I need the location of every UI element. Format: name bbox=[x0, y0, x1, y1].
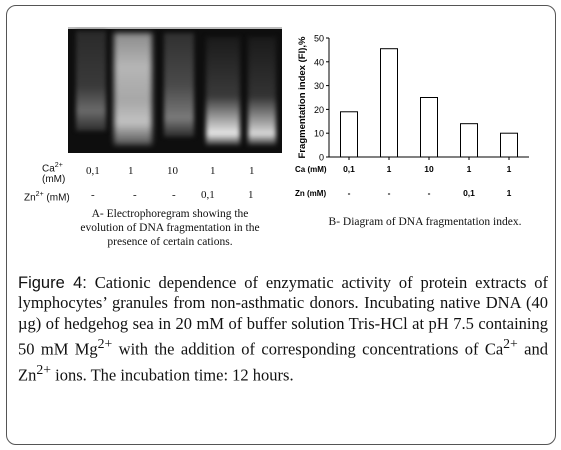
bar-2 bbox=[380, 48, 398, 158]
zn-value-2: - bbox=[133, 189, 137, 201]
ca-value-4: 1 bbox=[210, 165, 216, 177]
ca-superscript: 2+ bbox=[503, 336, 518, 352]
fragmentation-bar-chart: 0 10 20 30 40 50 Fragmentation index (FI),% Ca … bbox=[293, 24, 543, 209]
chart-ca-value-4: 1 bbox=[467, 164, 472, 174]
gel-lane-5 bbox=[248, 37, 276, 145]
zn-value-5: 1 bbox=[248, 189, 254, 201]
chart-zn-value-5: 1 bbox=[507, 188, 512, 198]
gel-lane-3 bbox=[164, 33, 194, 137]
panel-a-caption-line-3: presence of certain cations. bbox=[107, 236, 233, 248]
chart-ca-row-label: Ca (mM) bbox=[295, 165, 327, 174]
chart-zn-value-3: - bbox=[428, 188, 431, 198]
bar-5 bbox=[500, 132, 518, 158]
chart-svg: 0 10 20 30 40 50 Fragmentation index (FI),% Ca … bbox=[295, 34, 529, 198]
y-tick-label-30: 30 bbox=[314, 81, 324, 91]
zn-value-3: - bbox=[172, 189, 176, 201]
bar-1 bbox=[340, 111, 358, 158]
zn-superscript: 2+ bbox=[36, 362, 51, 378]
chart-zn-value-4: 0,1 bbox=[463, 188, 475, 198]
chart-zn-row-label: Zn (mM) bbox=[295, 189, 326, 198]
ca-value-1: 0,1 bbox=[86, 165, 100, 177]
figure-caption-text-3: and Zn bbox=[18, 339, 548, 385]
chart-ca-value-1: 0,1 bbox=[343, 164, 355, 174]
bar-4 bbox=[460, 123, 478, 158]
y-tick-label-50: 50 bbox=[314, 34, 324, 44]
zn-value-4: 0,1 bbox=[201, 189, 215, 201]
panel-a-caption-line-1: A- Electrophoregram showing the bbox=[91, 208, 249, 220]
mg-superscript: 2+ bbox=[97, 336, 113, 352]
ca-value-3: 10 bbox=[167, 165, 178, 177]
panel-b-caption: B- Diagram of DNA fragmentation index. bbox=[328, 216, 522, 228]
figure-caption-label: Figure 4: bbox=[18, 274, 87, 292]
y-tick-label-0: 0 bbox=[319, 153, 324, 163]
chart-ca-value-3: 10 bbox=[424, 164, 434, 174]
zn-row-label: Zn2+ (mM) bbox=[24, 191, 70, 204]
chart-zn-value-1: - bbox=[348, 188, 351, 198]
gel-lane-1 bbox=[76, 31, 106, 131]
figure-caption-text-2: with the addition of corresponding conce… bbox=[112, 339, 504, 359]
gel-top-line bbox=[68, 27, 282, 29]
panel-a-caption-line-2: evolution of DNA fragmentation in the bbox=[80, 222, 260, 234]
gel-lane-4 bbox=[206, 37, 240, 145]
electrophoregram-image bbox=[68, 27, 282, 153]
chart-zn-value-2: - bbox=[388, 188, 391, 198]
chart-ca-value-5: 1 bbox=[507, 164, 512, 174]
zn-value-1: - bbox=[91, 189, 95, 201]
figure-caption: Figure 4: Cationic dependence of enzymat… bbox=[18, 273, 548, 386]
ca-row-label: Ca2+ (mM) bbox=[42, 162, 66, 186]
ca-value-2: 1 bbox=[128, 165, 134, 177]
y-tick-label-10: 10 bbox=[314, 129, 324, 139]
y-tick-label-40: 40 bbox=[314, 57, 324, 67]
bar-3 bbox=[420, 97, 438, 158]
y-tick-label-20: 20 bbox=[314, 105, 324, 115]
ca-value-5: 1 bbox=[249, 165, 255, 177]
y-axis-label: Fragmentation index (FI),% bbox=[297, 36, 308, 158]
chart-ca-value-2: 1 bbox=[387, 164, 392, 174]
gel-lane-2 bbox=[114, 33, 152, 145]
figure-caption-text-1: Cationic dependence of enzymatic activit… bbox=[18, 273, 548, 359]
panel-a-caption: A- Electrophoregram showing the evolutio… bbox=[60, 207, 280, 249]
figure-caption-text-4: ions. The incubation time: 12 hours. bbox=[50, 365, 294, 385]
